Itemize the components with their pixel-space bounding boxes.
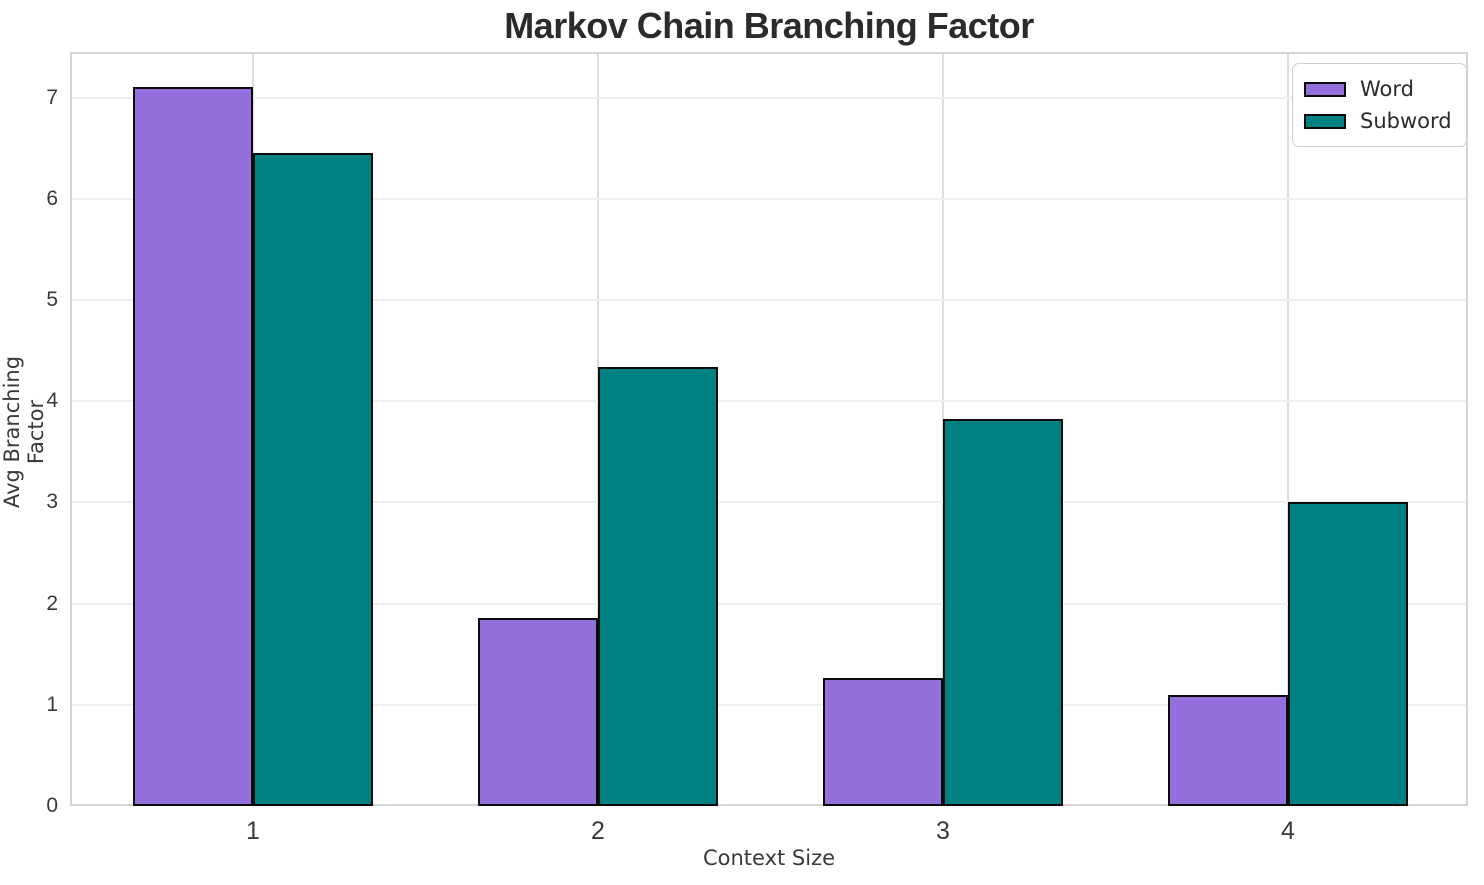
plot-border-left <box>70 52 72 806</box>
y-tick-label-4: 4 <box>46 389 58 413</box>
y-tick-label-0: 0 <box>46 794 58 817</box>
y-tick-label-1: 1 <box>46 692 58 716</box>
y-tick-label-7: 7 <box>46 85 58 109</box>
y-axis-label: Avg Branching Factor <box>0 355 48 509</box>
legend-swatch-word <box>1304 81 1346 97</box>
legend-item-word: Word <box>1304 73 1452 105</box>
bar-word-2 <box>478 618 598 806</box>
plot-border-top <box>70 52 1468 54</box>
bar-subword-4 <box>1288 502 1408 806</box>
gridline-x-4 <box>1287 52 1289 806</box>
x-tick-label-1: 1 <box>246 817 260 845</box>
legend: Word Subword <box>1292 63 1467 147</box>
gridline-y-5 <box>70 298 1468 301</box>
plot-area: Word Subword <box>70 52 1468 806</box>
y-tick-label-5: 5 <box>46 287 58 311</box>
y-tick-label-6: 6 <box>46 186 58 210</box>
legend-label-subword: Subword <box>1360 109 1452 133</box>
gridline-y-1 <box>70 703 1468 706</box>
chart-title: Markov Chain Branching Factor <box>504 5 1034 46</box>
plot-border-right <box>1466 52 1468 806</box>
gridline-y-6 <box>70 197 1468 200</box>
x-axis-ticks: 1 2 3 4 <box>70 814 1468 850</box>
gridline-y-3 <box>70 501 1468 504</box>
gridline-y-4 <box>70 400 1468 403</box>
bar-word-4 <box>1168 695 1288 806</box>
y-tick-label-2: 2 <box>46 591 58 615</box>
bar-word-3 <box>823 678 943 806</box>
legend-item-subword: Subword <box>1304 105 1452 137</box>
gridline-y-7 <box>70 96 1468 99</box>
x-axis-label: Context Size <box>702 846 836 870</box>
bar-word-1 <box>133 87 253 806</box>
bar-subword-1 <box>253 153 373 806</box>
gridline-y-2 <box>70 602 1468 605</box>
x-axis-line <box>70 804 1468 806</box>
bar-subword-3 <box>943 419 1063 806</box>
x-tick-label-2: 2 <box>591 817 605 845</box>
y-tick-label-3: 3 <box>46 490 58 514</box>
legend-label-word: Word <box>1360 77 1414 101</box>
y-axis-ticks: 0 1 2 3 4 5 6 7 <box>0 52 58 817</box>
x-tick-label-4: 4 <box>1281 817 1295 845</box>
legend-swatch-subword <box>1304 113 1346 129</box>
bar-subword-2 <box>598 367 718 806</box>
x-tick-label-3: 3 <box>936 817 950 845</box>
